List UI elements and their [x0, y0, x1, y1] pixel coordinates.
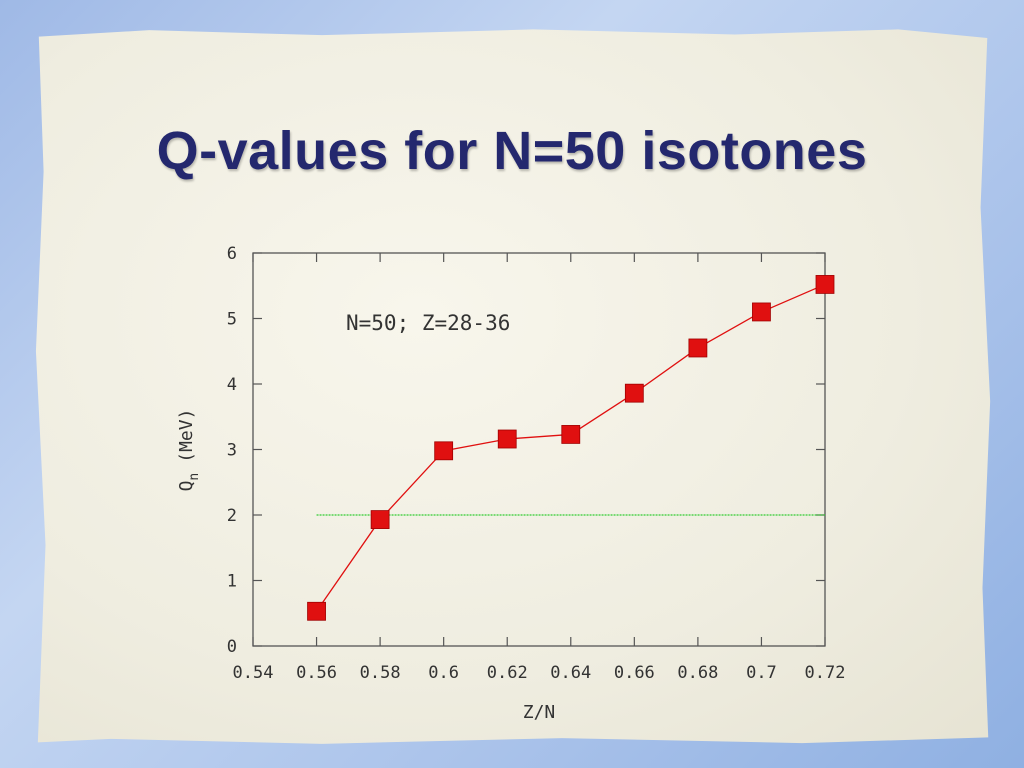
- data-point: [815, 275, 835, 294]
- x-tick-label: 0.62: [487, 663, 528, 683]
- y-tick-label: 0: [227, 637, 237, 657]
- data-point: [752, 302, 771, 322]
- x-tick-label: 0.64: [550, 663, 591, 683]
- y-axis-label-main: Q: [176, 481, 197, 492]
- data-point: [688, 338, 708, 358]
- x-tick-label: 0.7: [746, 663, 777, 683]
- y-axis-label: Qn (MeV): [176, 409, 202, 492]
- y-axis-label-sub: n: [187, 473, 202, 481]
- data-point: [497, 429, 517, 449]
- data-point: [370, 510, 390, 529]
- x-tick-label: 0.58: [360, 663, 401, 683]
- x-tick-label: 0.72: [805, 663, 846, 683]
- plot-frame: [252, 252, 826, 647]
- x-axis-label: Z/N: [523, 702, 556, 723]
- y-tick-label: 3: [227, 441, 237, 461]
- x-tick-label: 0.56: [296, 663, 337, 683]
- y-tick-label: 1: [227, 572, 237, 592]
- paper-background: [35, 29, 991, 744]
- y-tick-label: 5: [227, 310, 237, 330]
- y-tick-label: 2: [227, 506, 237, 526]
- y-axis-label-unit: (MeV): [176, 409, 197, 463]
- slide-title: Q-values for N=50 isotones: [156, 121, 868, 181]
- data-point: [307, 601, 326, 621]
- data-point: [624, 383, 644, 403]
- y-tick-label: 4: [227, 375, 237, 395]
- x-tick-label: 0.66: [614, 663, 655, 683]
- x-tick-label: 0.54: [233, 663, 274, 683]
- data-point: [434, 441, 454, 461]
- data-point: [561, 425, 581, 444]
- chart-annotation: N=50; Z=28-36: [346, 311, 510, 335]
- x-tick-label: 0.68: [677, 663, 718, 683]
- y-tick-label: 6: [227, 244, 237, 264]
- x-tick-label: 0.6: [428, 663, 459, 683]
